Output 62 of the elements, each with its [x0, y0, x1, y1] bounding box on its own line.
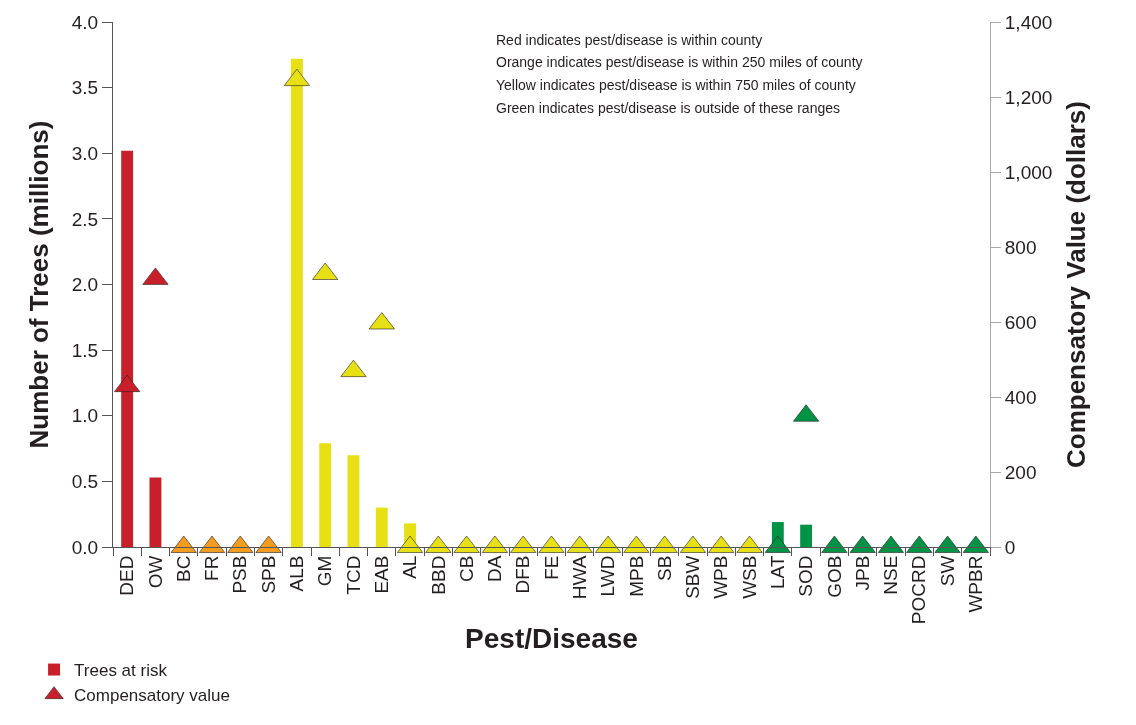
y2-tick-label: 1,400	[1004, 11, 1053, 33]
x-tick-label: SBW	[682, 555, 704, 599]
y-tick-label: 0.5	[71, 471, 99, 493]
x-tick-label: DFB	[512, 555, 534, 594]
x-tick-label: LWD	[597, 555, 619, 597]
x-tick-label: CB	[455, 555, 477, 583]
bar	[347, 455, 360, 547]
y-tick-label: 1.5	[71, 339, 99, 361]
y2-tick-label: 1,200	[1004, 86, 1053, 108]
bar	[800, 524, 813, 547]
y2-tick-label: 1,000	[1004, 161, 1053, 183]
x-tick-label: WPB	[710, 555, 732, 599]
y-tick-label: 1.0	[71, 405, 99, 427]
x-tick-label: GM	[314, 555, 336, 587]
bar	[149, 477, 162, 547]
legend-label: Trees at risk	[74, 661, 168, 681]
y2-tick-label: 400	[1004, 386, 1037, 408]
x-tick-label: POCRD	[908, 555, 930, 625]
y-tick-label: 2.0	[71, 274, 99, 296]
x-tick-label: PSB	[229, 555, 251, 594]
y-tick-label: 2.5	[71, 208, 99, 230]
y-tick-label: 0.0	[71, 536, 99, 558]
y2-tick-label: 600	[1004, 311, 1037, 333]
x-tick-label: TCD	[342, 555, 364, 595]
y2-axis-title: Compensatory Value (dollars)	[1061, 101, 1092, 468]
x-tick-label: FR	[201, 555, 223, 581]
x-tick-label: SOD	[795, 555, 817, 597]
x-tick-label: LAT	[766, 555, 788, 590]
x-tick-label: BBD	[427, 555, 449, 595]
y-axis-title: Number of Trees (millions)	[24, 120, 55, 449]
annotation: Yellow indicates pest/disease is within 750 miles of county	[496, 77, 856, 93]
x-axis-title: Pest/Disease	[465, 623, 638, 655]
x-tick-label: WSB	[738, 555, 760, 599]
x-tick-label: HWA	[568, 555, 590, 600]
x-tick-label: FE	[540, 555, 562, 580]
x-tick-label: SW	[936, 555, 958, 587]
y2-tick-label: 200	[1004, 461, 1037, 483]
x-tick-label: DA	[484, 555, 506, 583]
x-tick-label: DED	[116, 555, 138, 596]
bar	[375, 507, 388, 547]
y-tick-label: 4.0	[71, 11, 99, 33]
x-tick-label: AL	[399, 555, 421, 579]
annotation: Red indicates pest/disease is within county	[496, 32, 763, 48]
x-tick-label: GOB	[823, 555, 845, 598]
y2-tick-label: 0	[1004, 536, 1016, 558]
x-tick-label: BC	[172, 555, 194, 583]
x-tick-label: SPB	[257, 555, 279, 594]
annotation: Orange indicates pest/disease is within 250 miles of county	[496, 54, 863, 70]
y2-tick-label: 800	[1004, 236, 1037, 258]
x-tick-label: EAB	[370, 555, 392, 594]
y-tick-label: 3.0	[71, 142, 99, 164]
bar	[319, 443, 332, 547]
x-tick-label: SB	[653, 555, 675, 581]
x-tick-label: NSE	[880, 555, 902, 595]
y-tick-label: 3.5	[71, 77, 99, 99]
x-tick-label: OW	[144, 555, 166, 589]
x-tick-label: ALB	[286, 555, 308, 592]
x-tick-label: MPB	[625, 555, 647, 597]
annotation: Green indicates pest/disease is outside of these ranges	[496, 100, 840, 116]
legend-label: Compensatory value	[74, 686, 230, 706]
x-tick-label: WPBR	[965, 555, 987, 613]
x-tick-label: JPB	[851, 555, 873, 591]
